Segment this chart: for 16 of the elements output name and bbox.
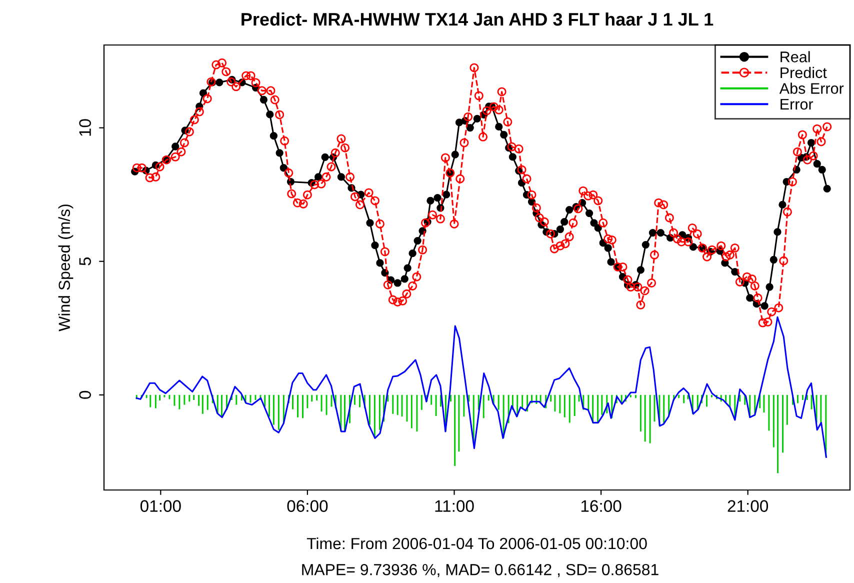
- x-tick-label: 21:00: [728, 500, 768, 512]
- x-axis-title: Time: From 2006-01-04 To 2006-01-05 00:10:00: [306, 537, 647, 550]
- y-tick-label: 5: [79, 257, 91, 266]
- x-tick-label: 11:00: [435, 500, 474, 512]
- y-axis-title: Wind Speed (m/s): [58, 204, 74, 332]
- x-tick-label: 16:00: [581, 500, 622, 512]
- text: MAPE= 9.73936 %, MAD= 0.66142 , SD= 0.86581: [302, 564, 658, 578]
- legend-label: Abs Error: [779, 82, 844, 94]
- y-tick-label: 0: [79, 390, 91, 399]
- legend-label: Predict: [780, 66, 827, 78]
- y-tick-label: 10: [79, 119, 91, 136]
- legend-label: Real: [780, 51, 810, 62]
- x-tick-label: 06:00: [287, 500, 328, 512]
- legend-label: Error: [780, 98, 814, 110]
- x-tick-label: 01:00: [140, 500, 181, 512]
- chart-title: Predict- MRA-HWHW TX14 Jan AHD 3 FLT haar J 1 JL 1: [242, 12, 714, 26]
